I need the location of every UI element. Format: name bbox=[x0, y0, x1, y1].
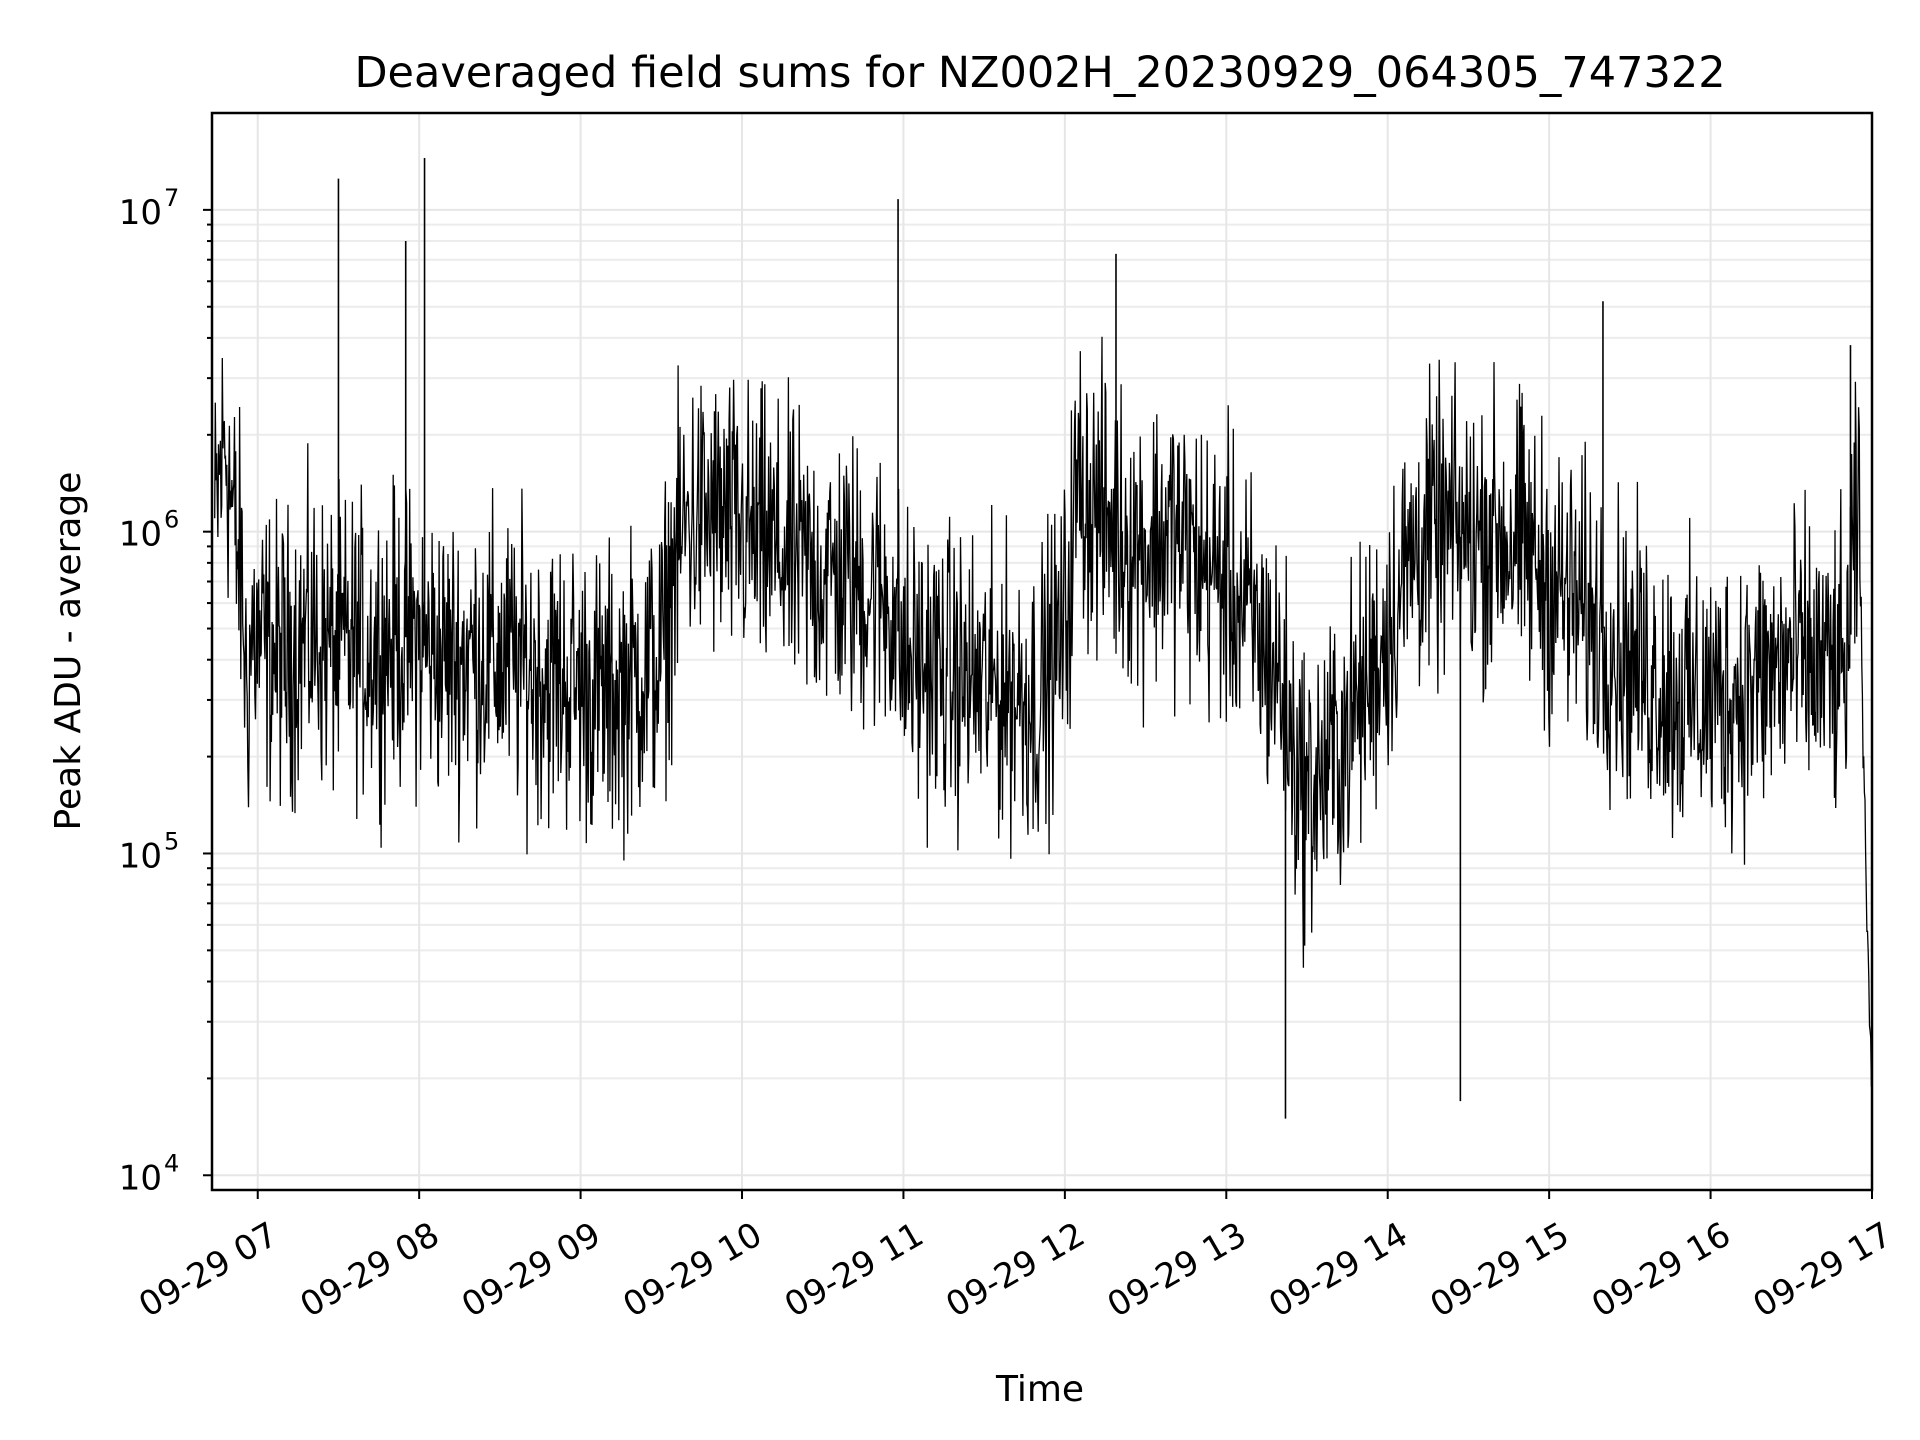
y-axis-label: Peak ADU - average bbox=[48, 472, 89, 831]
y-tick-label: 10 bbox=[119, 1158, 162, 1198]
y-tick-exponent: 6 bbox=[164, 506, 179, 534]
y-tick-exponent: 4 bbox=[164, 1149, 179, 1177]
series-layer bbox=[214, 157, 1873, 1119]
y-tick-label: 10 bbox=[119, 193, 162, 233]
y-tick-label: 10 bbox=[119, 836, 162, 876]
y-tick-label: 10 bbox=[119, 515, 162, 555]
chart-title: Deaveraged field sums for NZ002H_2023092… bbox=[354, 48, 1725, 98]
y-tick-exponent: 5 bbox=[164, 827, 179, 855]
series-line bbox=[214, 336, 1873, 1087]
plot-frame bbox=[210, 111, 1874, 1192]
y-tick-exponent: 7 bbox=[164, 184, 179, 212]
x-axis-label: Time bbox=[995, 1369, 1084, 1410]
